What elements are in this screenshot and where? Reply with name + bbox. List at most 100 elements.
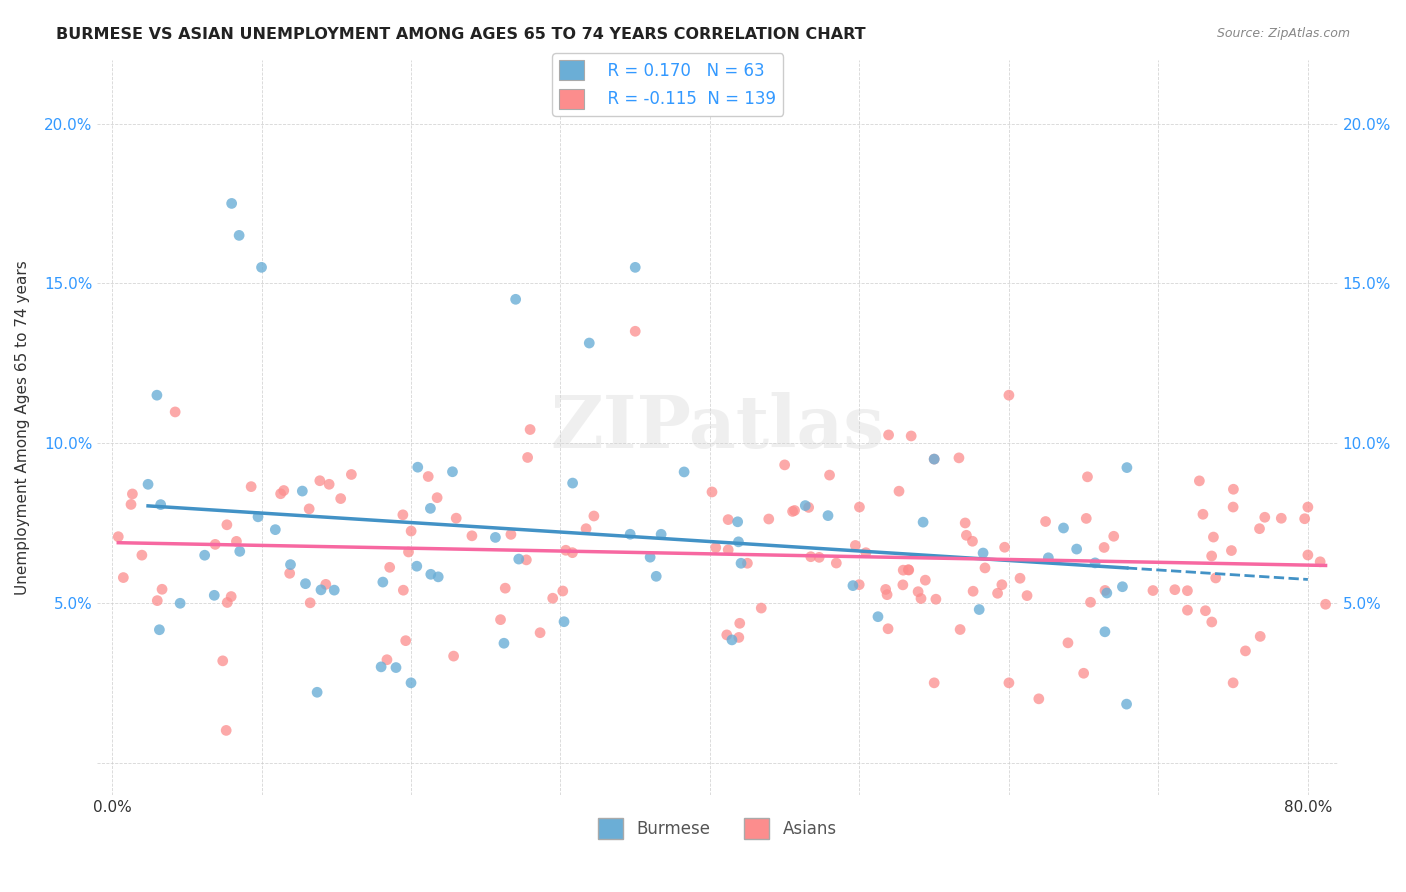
Point [578,336,600,351]
Point [848,500,870,514]
Point [1038,550,1060,565]
Point [1222,482,1244,496]
Point [426,491,449,505]
Point [399,524,422,538]
Point [855,546,877,560]
Point [700,485,723,500]
Point [541,591,564,606]
Point [962,584,984,599]
Point [773,458,796,472]
Point [149,498,172,512]
Point [949,623,972,637]
Point [638,550,661,565]
Point [250,260,273,275]
Point [922,676,945,690]
Point [848,577,870,591]
Point [519,423,541,437]
Point [1315,597,1337,611]
Text: Source: ZipAtlas.com: Source: ZipAtlas.com [1216,27,1350,40]
Point [948,450,970,465]
Point [307,685,329,699]
Point [962,534,984,549]
Point [308,474,330,488]
Text: BURMESE VS ASIAN UNEMPLOYMENT AMONG AGES 65 TO 74 YEARS CORRELATION CHART: BURMESE VS ASIAN UNEMPLOYMENT AMONG AGES… [56,27,866,42]
Point [229,544,252,558]
Point [211,654,233,668]
Point [375,653,398,667]
Point [370,660,392,674]
Point [1202,530,1225,544]
Point [419,567,441,582]
Point [783,503,806,517]
Point [650,527,672,541]
Point [264,523,287,537]
Point [228,228,250,243]
Point [169,596,191,610]
Point [994,540,1017,554]
Point [561,476,583,491]
Point [1076,511,1098,525]
Point [395,633,418,648]
Point [1205,571,1227,585]
Point [1201,615,1223,629]
Point [1008,571,1031,585]
Point [398,545,420,559]
Point [315,577,337,591]
Point [953,516,976,530]
Point [1084,556,1107,570]
Point [866,609,889,624]
Point [1052,521,1074,535]
Point [998,676,1021,690]
Point [794,499,817,513]
Point [645,569,668,583]
Point [1080,595,1102,609]
Point [499,527,522,541]
Point [900,429,922,443]
Y-axis label: Unemployment Among Ages 65 to 74 years: Unemployment Among Ages 65 to 74 years [15,260,30,595]
Point [897,563,920,577]
Point [914,573,936,587]
Point [1102,529,1125,543]
Point [818,468,841,483]
Point [1073,666,1095,681]
Point [392,508,415,522]
Point [515,553,537,567]
Point [891,578,914,592]
Point [1222,500,1244,514]
Point [508,552,530,566]
Point [887,484,910,499]
Point [582,508,605,523]
Point [716,628,738,642]
Point [1234,644,1257,658]
Point [484,530,506,544]
Point [215,517,238,532]
Point [955,528,977,542]
Point [1142,583,1164,598]
Point [298,501,321,516]
Point [194,548,217,562]
Point [1249,629,1271,643]
Point [529,625,551,640]
Point [406,460,429,475]
Point [270,487,292,501]
Point [443,649,465,664]
Point [323,583,346,598]
Point [1094,583,1116,598]
Point [202,588,225,602]
Point [1294,512,1316,526]
Point [291,484,314,499]
Point [1092,541,1115,555]
Point [727,515,749,529]
Point [1309,555,1331,569]
Point [225,534,247,549]
Point [1028,691,1050,706]
Point [1296,500,1319,514]
Point [1188,474,1211,488]
Point [1076,470,1098,484]
Point [728,616,751,631]
Point [309,582,332,597]
Point [219,590,242,604]
Point [844,539,866,553]
Point [1116,460,1139,475]
Point [842,579,865,593]
